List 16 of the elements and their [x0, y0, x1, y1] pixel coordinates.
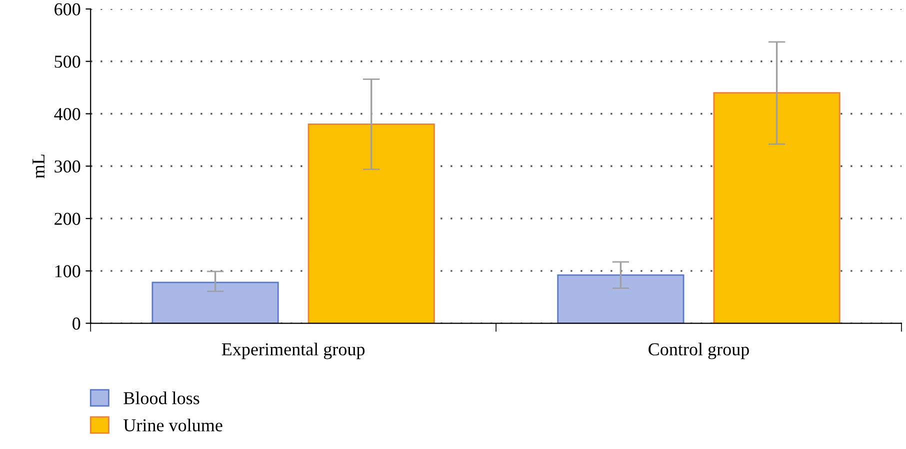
bar — [152, 282, 279, 324]
x-tick-label: Control group — [648, 342, 749, 360]
legend-label: Blood loss — [124, 392, 200, 404]
bar — [713, 92, 840, 324]
y-tick-label: 200 — [54, 212, 80, 225]
y-tick-label: 600 — [54, 3, 80, 16]
y-tick-label: 0 — [72, 318, 80, 330]
bar — [308, 124, 435, 324]
y-axis-title: mL — [32, 154, 44, 178]
y-tick-label: 100 — [55, 265, 80, 278]
x-tick-label: Experimental group — [222, 342, 365, 360]
y-tick-label: 300 — [54, 160, 80, 173]
bar — [557, 274, 684, 324]
legend-label: Urine volume — [124, 418, 222, 432]
y-tick-label: 400 — [54, 108, 80, 120]
y-tick-label: 500 — [54, 56, 80, 68]
